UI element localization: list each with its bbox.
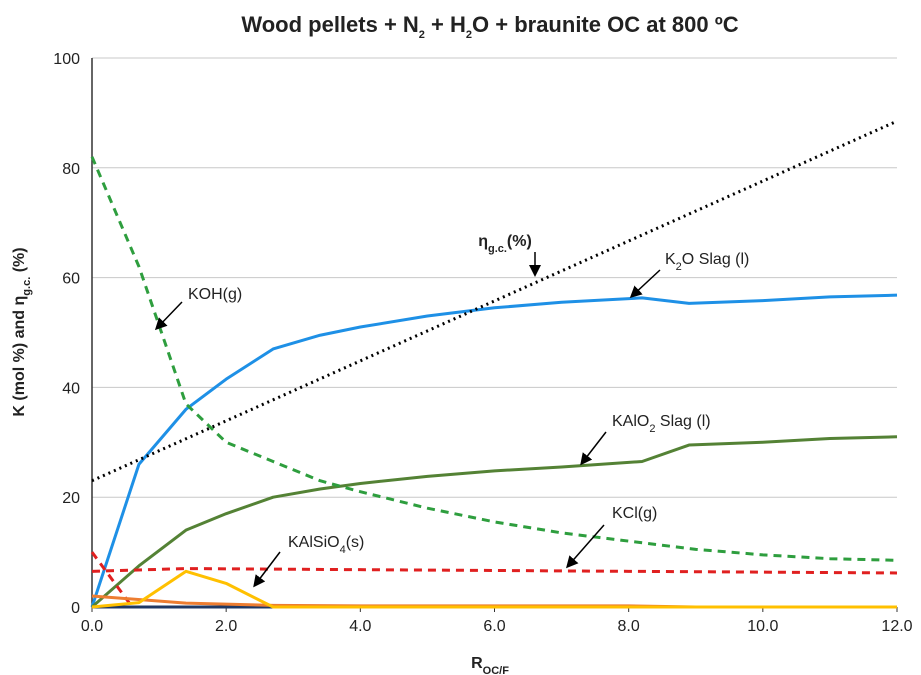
y-tick-label: 0: [71, 600, 80, 617]
y-axis-label: K (mol %) and ηg.c. (%): [11, 247, 33, 416]
annotation-part: Slag (l): [655, 413, 710, 430]
annotation-part: 2: [649, 423, 655, 435]
chart-title-part: + H: [425, 12, 466, 37]
series-line: [91, 435, 898, 609]
x-tick-label: 4.0: [349, 618, 371, 635]
x-tick-label: 2.0: [215, 618, 237, 635]
x-tick-label: 10.0: [747, 618, 778, 635]
x-tick-label: 8.0: [618, 618, 640, 635]
annotation: KOH(g): [188, 286, 242, 303]
y-axis-label-part: g.c.: [21, 277, 33, 296]
series-line: [91, 594, 897, 609]
annotation-part: (%): [507, 233, 532, 250]
annotation-arrow: [629, 269, 661, 299]
y-axis-label-part: K (mol %) and η: [11, 296, 28, 417]
annotation-part: η: [478, 233, 488, 250]
series-line: [91, 567, 898, 575]
series-line: [90, 293, 898, 608]
annotation-arrow: [566, 524, 605, 569]
x-tick-label: 0.0: [81, 618, 103, 635]
annotation-part: (s): [346, 534, 365, 551]
y-tick-label: 40: [62, 380, 80, 397]
annotation-arrow: [580, 431, 607, 466]
annotation-part: K: [665, 251, 676, 268]
x-axis-label-part: OC/F: [483, 665, 510, 675]
chart-title: Wood pellets + N2 + H2O + braunite OC at…: [241, 12, 738, 41]
chart-title-part: Wood pellets + N: [241, 12, 418, 37]
annotation-arrow: [253, 551, 281, 588]
annotation: ηg.c.(%): [478, 233, 532, 255]
y-tick-label: 60: [62, 271, 80, 288]
y-tick-label: 20: [62, 490, 80, 507]
chart-title-part: O + braunite OC at 800 ºC: [472, 12, 739, 37]
chart-title-part: 2: [419, 29, 425, 41]
annotation: K2O Slag (l): [665, 251, 749, 273]
annotation: KCl(g): [612, 505, 657, 522]
annotation-part: 4: [340, 544, 346, 556]
x-axis-label-part: R: [471, 655, 483, 672]
annotation-part: KCl(g): [612, 505, 657, 522]
x-tick-label: 6.0: [483, 618, 505, 635]
annotation-part: g.c.: [488, 243, 507, 255]
series-line: [90, 156, 898, 562]
y-tick-label: 100: [53, 51, 80, 68]
y-axis-label-part: (%): [11, 247, 28, 276]
chart-title-part: 2: [466, 29, 472, 41]
annotation-part: 2: [676, 261, 682, 273]
annotation-part: O Slag (l): [682, 251, 750, 268]
annotation-part: KOH(g): [188, 286, 242, 303]
series-line: [91, 569, 897, 609]
x-axis-label: ROC/F: [471, 655, 509, 675]
annotation: KAlSiO4(s): [288, 534, 364, 556]
annotation-part: KAlSiO: [288, 534, 340, 551]
x-tick-label: 12.0: [881, 618, 912, 635]
annotation-arrow: [154, 301, 183, 331]
y-tick-label: 80: [62, 161, 80, 178]
annotation-part: KAlO: [612, 413, 649, 430]
annotation: KAlO2 Slag (l): [612, 413, 711, 435]
